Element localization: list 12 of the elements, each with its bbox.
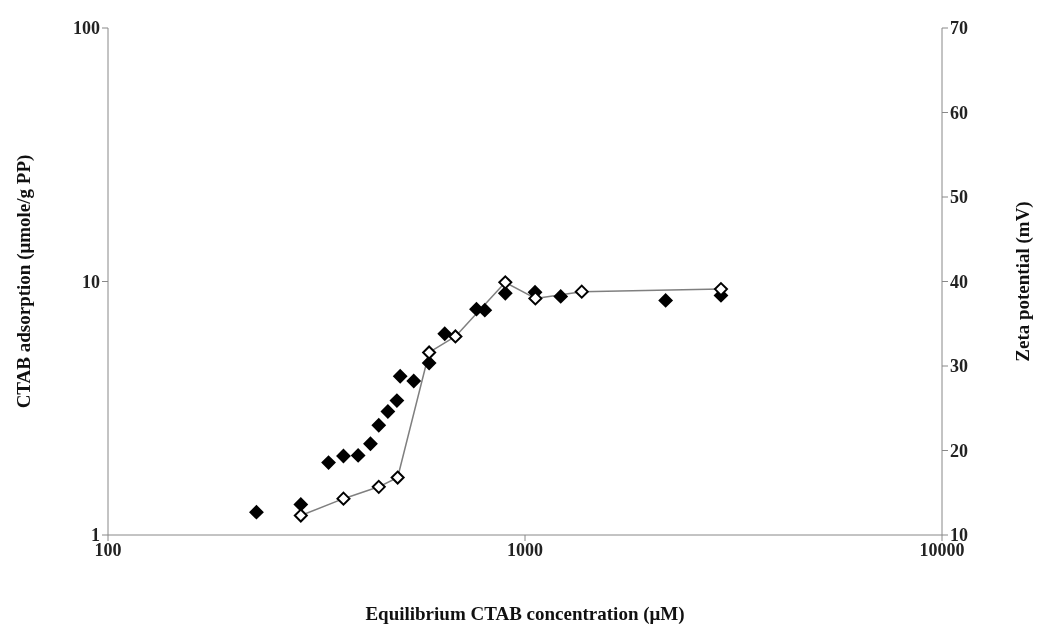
x-axis-title: Equilibrium CTAB concentration (μM): [365, 603, 685, 625]
y2-tick-label: 20: [950, 440, 968, 461]
y-tick-label: 10: [82, 271, 100, 292]
y2-tick-label: 60: [950, 102, 968, 123]
y2-tick-label: 30: [950, 356, 968, 377]
y-tick-label: 100: [73, 18, 100, 39]
y2-tick-label: 70: [950, 18, 968, 39]
y-axis-title: CTAB adsorption (μmole/g PP): [12, 154, 35, 409]
x-tick-label: 1000: [507, 539, 543, 560]
y2-axis-title: Zeta potential (mV): [1011, 201, 1034, 362]
y2-tick-label: 40: [950, 271, 968, 292]
y2-tick-label: 50: [950, 187, 968, 208]
